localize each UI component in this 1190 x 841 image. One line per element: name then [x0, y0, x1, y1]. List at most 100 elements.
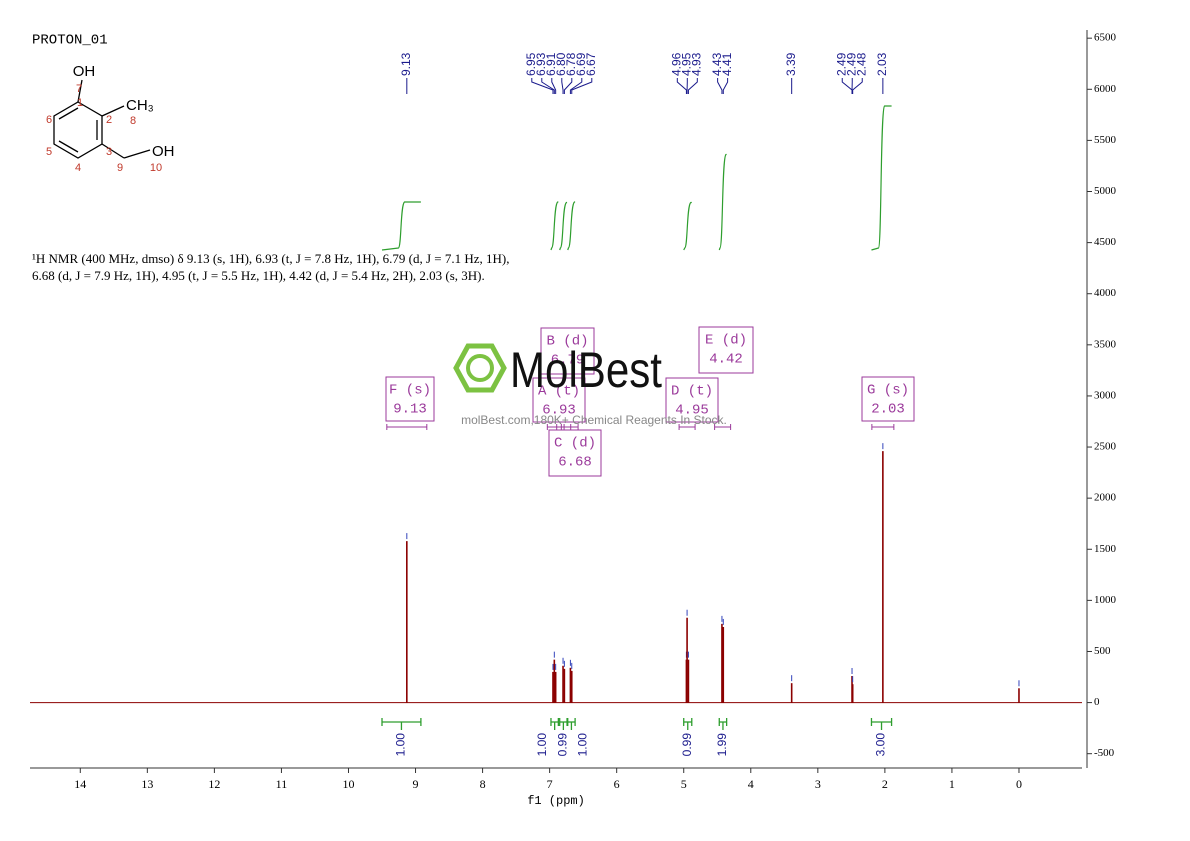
x-tick-label: 7 [547, 777, 553, 791]
bond [101, 105, 125, 117]
integral-curve [559, 201, 568, 251]
multiplet-label: D (t) [671, 384, 713, 400]
y-tick-label: 3000 [1094, 389, 1117, 401]
molecule [53, 79, 151, 159]
peak-label: 4.93 [689, 52, 703, 76]
peak-label: 3.39 [784, 52, 798, 76]
multiplet-shift: 6.93 [542, 403, 576, 419]
chart-title: PROTON_01 [32, 33, 108, 49]
x-tick-label: 5 [681, 777, 687, 791]
multiplet-box [861, 376, 915, 422]
y-tick-label: 4000 [1094, 287, 1117, 299]
peak-connector [717, 78, 723, 94]
multiplet-box [548, 429, 602, 477]
x-tick-label: 3 [815, 777, 821, 791]
integral-curve [718, 153, 727, 251]
x-tick-label: 11 [276, 777, 288, 791]
x-tick-label: 1 [949, 777, 955, 791]
peak-connector [571, 78, 593, 94]
x-tick-label: 13 [141, 777, 153, 791]
integral-label: 3.00 [874, 733, 888, 757]
x-tick-label: 8 [480, 777, 486, 791]
logo-icon [453, 343, 507, 393]
atom-number: 8 [130, 115, 136, 127]
peak-label: 2.48 [854, 52, 868, 76]
peak-connector [676, 78, 687, 94]
peak-label: 4.95 [679, 52, 693, 76]
description: ¹H NMR (400 MHz, dmso) δ 9.13 (s, 1H), 6… [32, 251, 509, 266]
integral-curve [871, 105, 892, 251]
y-tick-label: 5000 [1094, 185, 1117, 197]
description: 6.68 (d, J = 7.9 Hz, 1H), 4.95 (t, J = 5… [32, 268, 485, 283]
peak-connector [561, 78, 564, 94]
multiplet-label: F (s) [389, 383, 431, 399]
peak-label: 6.91 [544, 52, 558, 76]
peak-connector [852, 78, 863, 94]
integral-label: 1.00 [576, 733, 590, 757]
peak-connector [531, 78, 554, 94]
integral-curve [683, 201, 692, 251]
y-tick-label: 500 [1094, 645, 1111, 657]
y-tick-label: 1500 [1094, 543, 1117, 555]
integral-label: 0.99 [556, 733, 570, 757]
logo-icon-inner [466, 354, 494, 382]
x-tick-label: 6 [614, 777, 620, 791]
multiplet-label: C (d) [554, 436, 596, 452]
peak-connector [722, 78, 729, 94]
peak-connector [563, 78, 573, 94]
peak-label: 6.80 [554, 52, 568, 76]
double-bond [58, 140, 79, 153]
y-tick-label: 2000 [1094, 492, 1117, 504]
peak-label: 2.49 [834, 52, 848, 76]
x-tick-label: 9 [413, 777, 419, 791]
atom-number: 6 [46, 114, 52, 126]
atom-number: 1 [77, 97, 83, 109]
peak-label: 6.69 [574, 52, 588, 76]
bond [77, 79, 83, 103]
x-tick-label: 4 [748, 777, 754, 791]
peak-label: 6.67 [584, 52, 598, 76]
multiplet-shift: 4.42 [709, 352, 743, 368]
group: OH [152, 143, 175, 160]
peak-label: 6.93 [534, 52, 548, 76]
multiplet-box [385, 376, 435, 422]
y-tick-label: 3500 [1094, 338, 1117, 350]
peak-connector [541, 78, 555, 94]
multiplet-label: A (t) [538, 384, 580, 400]
multiplet-box [665, 377, 719, 423]
multiplet-shift: 2.03 [871, 402, 905, 418]
multiplet-shift: 6.68 [558, 455, 592, 471]
bond [123, 149, 151, 159]
watermark-text: molBest.com,180K+ Chemical Reagents In S… [461, 413, 727, 427]
y-tick-label: 5500 [1094, 134, 1117, 146]
multiplet-label: E (d) [705, 333, 747, 349]
peak-label: 2.49 [844, 52, 858, 76]
atom-number: 9 [117, 162, 123, 174]
integral-curve [550, 201, 559, 251]
peak-connector [551, 78, 557, 94]
peak-label: 4.96 [669, 52, 683, 76]
y-tick-label: 4500 [1094, 236, 1117, 248]
y-tick-label: 6000 [1094, 83, 1117, 95]
multiplet-label: B (d) [546, 334, 588, 350]
multiplet-box [540, 327, 595, 375]
logo-text: MolBest [510, 342, 662, 398]
ring [53, 101, 103, 159]
peak-label: 4.41 [720, 52, 734, 76]
integral-label: 1.00 [535, 733, 549, 757]
integral-curve [381, 201, 421, 251]
group: OH [73, 63, 96, 80]
multiplet-shift: 6.79 [551, 353, 585, 369]
atom-number: 7 [76, 83, 82, 95]
peak-label: 9.13 [399, 52, 413, 76]
peak-connector [569, 78, 583, 94]
multiplet-shift: 4.95 [675, 403, 709, 419]
multiplet-box [532, 377, 586, 423]
atom-numbers: 1 2 3 4 5 6 7 8 9 10 [46, 83, 162, 174]
x-axis-label: f1 (ppm) [527, 794, 585, 808]
group: CH₃ [126, 97, 154, 114]
atom-number: 4 [75, 162, 81, 174]
atom-number: 3 [106, 146, 112, 158]
